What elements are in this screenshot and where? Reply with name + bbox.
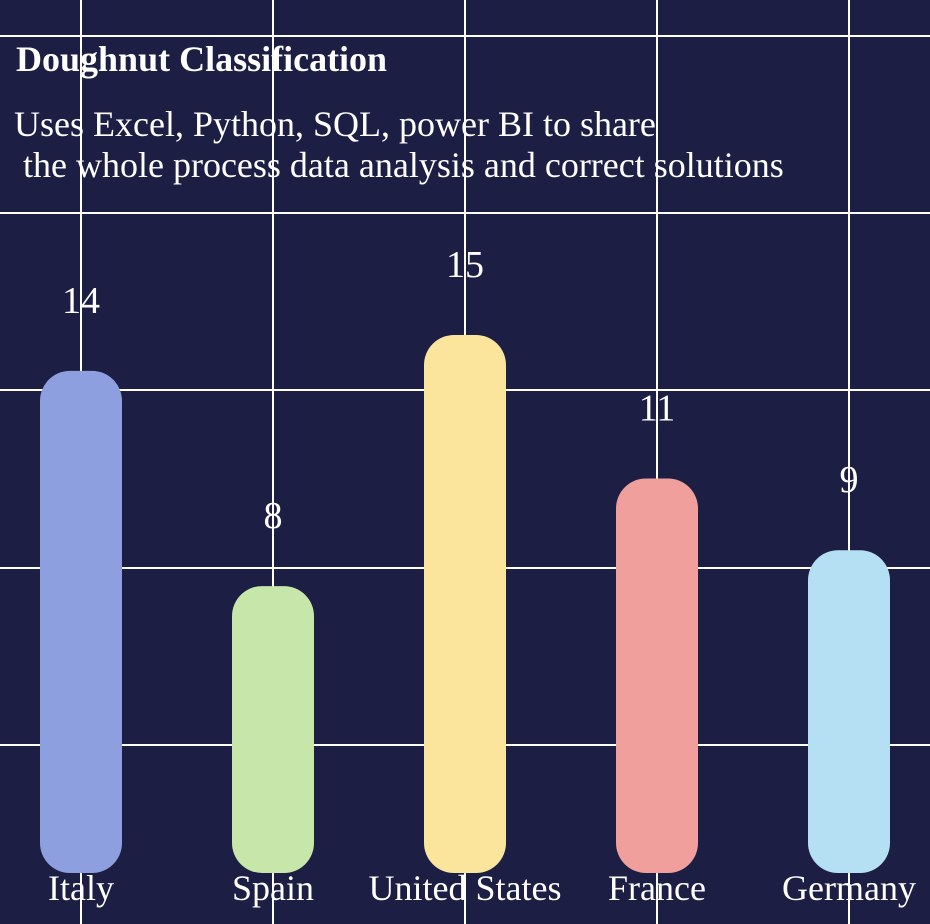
bar-spain[interactable] (232, 586, 314, 873)
data-label-germany: 9 (840, 459, 859, 501)
data-label-spain: 8 (264, 495, 283, 537)
data-label-france: 11 (639, 387, 676, 429)
data-label-united-states: 15 (446, 244, 484, 286)
x-tick-label-united-states: United States (369, 868, 562, 908)
chart-subtitle-line-1: Uses Excel, Python, SQL, power BI to sha… (14, 104, 656, 144)
x-tick-label-italy: Italy (48, 868, 114, 908)
bar-france[interactable] (616, 478, 698, 873)
bars (40, 335, 890, 873)
bar-united-states[interactable] (424, 335, 506, 873)
x-axis-tick-labels: Italy Spain United States France Germany (48, 868, 916, 908)
data-labels: 14 8 15 11 9 (62, 244, 859, 537)
data-label-italy: 14 (62, 280, 100, 322)
chart-title: Doughnut Classification (16, 39, 387, 79)
bar-germany[interactable] (808, 550, 890, 873)
chart-subtitle-line-2: the whole process data analysis and corr… (14, 145, 784, 185)
x-tick-label-spain: Spain (232, 868, 314, 908)
x-tick-label-france: France (608, 868, 706, 908)
x-tick-label-germany: Germany (782, 868, 916, 908)
bar-italy[interactable] (40, 370, 122, 873)
